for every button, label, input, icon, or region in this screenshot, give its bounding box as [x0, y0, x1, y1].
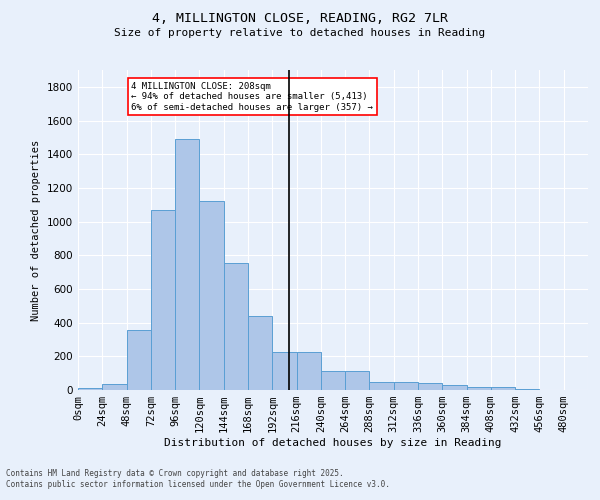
- Bar: [345, 370, 370, 390]
- Bar: [467, 386, 491, 390]
- Bar: [370, 382, 394, 390]
- Bar: [127, 330, 151, 390]
- Bar: [491, 386, 515, 390]
- X-axis label: Distribution of detached houses by size in Reading: Distribution of detached houses by size …: [164, 438, 502, 448]
- Bar: [151, 210, 175, 390]
- Bar: [78, 388, 102, 390]
- Y-axis label: Number of detached properties: Number of detached properties: [31, 140, 41, 320]
- Text: Contains HM Land Registry data © Crown copyright and database right 2025.: Contains HM Land Registry data © Crown c…: [6, 468, 344, 477]
- Bar: [394, 382, 418, 390]
- Bar: [102, 384, 127, 390]
- Text: 4 MILLINGTON CLOSE: 208sqm
← 94% of detached houses are smaller (5,413)
6% of se: 4 MILLINGTON CLOSE: 208sqm ← 94% of deta…: [131, 82, 373, 112]
- Text: 4, MILLINGTON CLOSE, READING, RG2 7LR: 4, MILLINGTON CLOSE, READING, RG2 7LR: [152, 12, 448, 26]
- Bar: [248, 316, 272, 390]
- Bar: [418, 384, 442, 390]
- Bar: [199, 200, 224, 390]
- Bar: [224, 263, 248, 390]
- Text: Contains public sector information licensed under the Open Government Licence v3: Contains public sector information licen…: [6, 480, 390, 489]
- Bar: [272, 352, 296, 390]
- Bar: [296, 352, 321, 390]
- Bar: [321, 370, 345, 390]
- Bar: [442, 385, 467, 390]
- Text: Size of property relative to detached houses in Reading: Size of property relative to detached ho…: [115, 28, 485, 38]
- Bar: [175, 139, 199, 390]
- Bar: [515, 389, 539, 390]
